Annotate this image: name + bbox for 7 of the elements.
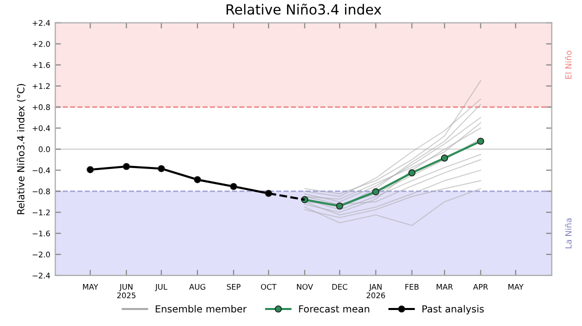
y-axis-title: Relative Niño3.4 index (°C): [16, 84, 26, 214]
band-label: La Niña: [564, 218, 572, 248]
chart-title: Relative Niño3.4 index: [226, 4, 382, 15]
legend-label: Ensemble member: [156, 305, 247, 313]
band-label: El Niño: [564, 50, 572, 79]
legend-label: Past analysis: [422, 305, 484, 314]
legend-label: Forecast mean: [299, 305, 370, 313]
